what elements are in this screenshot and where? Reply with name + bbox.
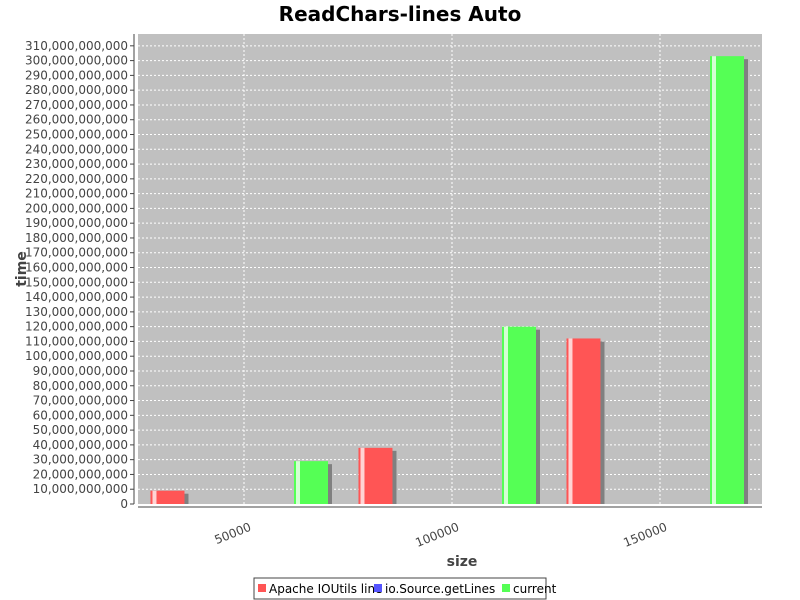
chart-title: ReadChars-lines Auto xyxy=(279,2,522,26)
bar xyxy=(150,490,185,504)
y-tick-label: 140,000,000,000 xyxy=(25,290,128,304)
x-tick-label: 100000 xyxy=(413,520,461,550)
bar-highlight xyxy=(296,461,300,504)
y-tick-label: 260,000,000,000 xyxy=(25,113,128,127)
bar-highlight xyxy=(504,326,508,504)
bar-highlight xyxy=(568,338,573,504)
legend-label: current xyxy=(513,582,557,596)
bar-highlight xyxy=(152,490,157,504)
legend-label: Apache IOUtils line xyxy=(269,582,382,596)
y-tick-label: 300,000,000,000 xyxy=(25,54,128,68)
y-tick-label: 130,000,000,000 xyxy=(25,305,128,319)
y-tick-label: 20,000,000,000 xyxy=(33,467,128,481)
y-tick-label: 170,000,000,000 xyxy=(25,246,128,260)
x-axis-ticks: 50000 100000 150000 xyxy=(212,520,669,550)
y-tick-label: 150,000,000,000 xyxy=(25,275,128,289)
y-tick-label: 310,000,000,000 xyxy=(25,39,128,53)
y-tick-label: 50,000,000,000 xyxy=(33,423,128,437)
y-tick-label: 100,000,000,000 xyxy=(25,349,128,363)
x-tick-label: 50000 xyxy=(212,520,253,547)
y-axis-label: time xyxy=(14,251,30,287)
y-tick-label: 270,000,000,000 xyxy=(25,98,128,112)
grid xyxy=(138,34,762,504)
y-tick-label: 240,000,000,000 xyxy=(25,142,128,156)
y-tick-label: 90,000,000,000 xyxy=(33,364,128,378)
y-tick-label: 230,000,000,000 xyxy=(25,157,128,171)
legend: Apache IOUtils line io.Source.getLines cur… xyxy=(253,577,557,600)
y-tick-label: 210,000,000,000 xyxy=(25,187,128,201)
y-tick-label: 180,000,000,000 xyxy=(25,231,128,245)
legend-swatch xyxy=(502,584,510,592)
y-tick-label: 290,000,000,000 xyxy=(25,68,128,82)
x-tick-label: 150000 xyxy=(621,520,669,550)
legend-swatch xyxy=(374,584,382,592)
plot-area xyxy=(138,34,762,504)
y-tick-label: 80,000,000,000 xyxy=(33,379,128,393)
bar-highlight xyxy=(360,447,365,504)
y-tick-label: 70,000,000,000 xyxy=(33,394,128,408)
y-axis-ticks: 010,000,000,00020,000,000,00030,000,000,… xyxy=(25,39,134,511)
y-tick-label: 40,000,000,000 xyxy=(33,438,128,452)
y-tick-label: 250,000,000,000 xyxy=(25,128,128,142)
bar-highlight xyxy=(712,56,716,505)
bars xyxy=(150,56,748,505)
y-tick-label: 200,000,000,000 xyxy=(25,201,128,215)
y-tick-label: 220,000,000,000 xyxy=(25,172,128,186)
y-tick-label: 110,000,000,000 xyxy=(25,334,128,348)
legend-box xyxy=(253,577,547,600)
y-tick-label: 280,000,000,000 xyxy=(25,83,128,97)
y-tick-label: 120,000,000,000 xyxy=(25,320,128,334)
x-axis-label: size xyxy=(447,554,478,570)
legend-swatch xyxy=(258,584,266,592)
y-tick-label: 10,000,000,000 xyxy=(33,482,128,496)
y-tick-label: 60,000,000,000 xyxy=(33,408,128,422)
y-tick-label: 30,000,000,000 xyxy=(33,453,128,467)
legend-label: io.Source.getLines xyxy=(385,582,495,596)
y-tick-label: 160,000,000,000 xyxy=(25,261,128,275)
y-tick-label: 0 xyxy=(120,497,128,511)
y-tick-label: 190,000,000,000 xyxy=(25,216,128,230)
